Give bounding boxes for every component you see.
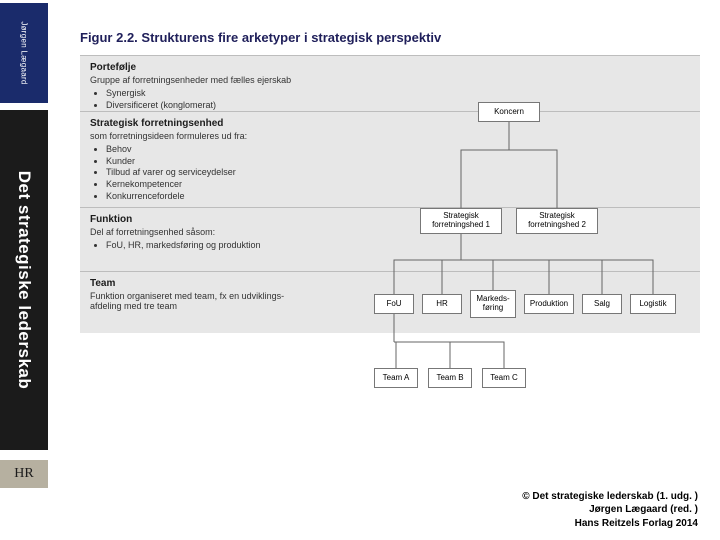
node-sbu1: Strategisk forretningshed 1 (420, 208, 502, 234)
sidebar: Jørgen Lægaard Det strategiske lederskab… (0, 0, 56, 540)
node-koncern: Koncern (478, 102, 540, 122)
figure-area: Figur 2.2. Strukturens fire arketyper i … (80, 30, 700, 480)
node-salg: Salg (582, 294, 622, 314)
node-fou: FoU (374, 294, 414, 314)
footer-line-1: © Det strategiske lederskab (1. udg. ) (522, 490, 698, 504)
sidebar-publisher-mark: HR (0, 460, 48, 488)
footer-line-2: Jørgen Lægaard (red. ) (522, 503, 698, 517)
footer-line-3: Hans Reitzels Forlag 2014 (522, 517, 698, 531)
nodes-layer: Koncern Strategisk forretningshed 1 Strate… (80, 30, 700, 480)
node-teamB: Team B (428, 368, 472, 388)
node-teamC: Team C (482, 368, 526, 388)
node-sbu2: Strategisk forretningshed 2 (516, 208, 598, 234)
footer-credits: © Det strategiske lederskab (1. udg. ) J… (522, 490, 698, 531)
sidebar-author-block: Jørgen Lægaard (0, 3, 48, 103)
sidebar-author-text: Jørgen Lægaard (20, 21, 29, 84)
node-produktion: Produktion (524, 294, 574, 314)
node-teamA: Team A (374, 368, 418, 388)
node-markeds: Markeds- føring (470, 290, 516, 318)
node-logistik: Logistik (630, 294, 676, 314)
sidebar-title-block: Det strategiske lederskab (0, 110, 48, 450)
sidebar-title-text: Det strategiske lederskab (14, 171, 34, 390)
node-hr: HR (422, 294, 462, 314)
